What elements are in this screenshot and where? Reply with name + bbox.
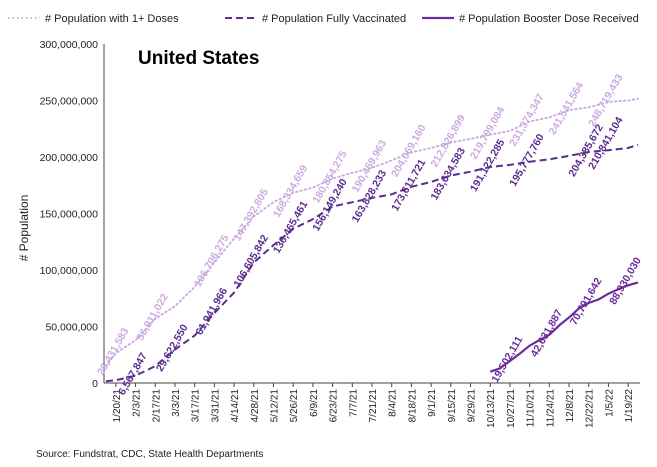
x-tick-label: 1/19/22 [624, 389, 635, 423]
x-tick-label: 1/5/22 [604, 389, 615, 417]
y-tick-label: 100,000,000 [40, 265, 99, 277]
x-tick-label: 12/22/21 [585, 389, 596, 428]
x-tick-label: 7/7/21 [348, 389, 359, 417]
x-tick-label: 6/23/21 [329, 389, 340, 423]
x-tick-label: 10/13/21 [486, 389, 497, 428]
x-tick-label: 8/4/21 [388, 389, 399, 417]
legend-label-1: # Population with 1+ Doses [45, 13, 179, 25]
x-tick-label: 11/24/21 [545, 389, 556, 428]
x-tick-label: 2/17/21 [151, 389, 162, 423]
y-axis-title: # Population [17, 195, 31, 262]
x-tick-label: 4/14/21 [230, 389, 241, 423]
series-line-3 [489, 281, 639, 373]
data-label: 106,706,275 [192, 233, 232, 290]
x-tick-label: 1/20/21 [112, 389, 123, 423]
data-label: 147,392,805 [231, 187, 271, 244]
y-axis: 0 50,000,000 100,000,000 150,000,000 200,000… [40, 39, 105, 390]
data-label: 42,631,887 [528, 307, 565, 359]
x-tick-label: 8/18/21 [407, 389, 418, 423]
series-line-2 [105, 143, 639, 383]
x-axis: 1/20/21 2/3/21 2/17/21 3/3/21 3/17/21 3/31/21… [104, 382, 640, 428]
x-tick-label: 7/21/21 [368, 389, 379, 423]
data-label: 88,930,030 [607, 255, 644, 307]
y-tick-label: 300,000,000 [40, 39, 99, 51]
data-label: 56,911,022 [134, 292, 170, 343]
x-tick-label: 5/26/21 [289, 389, 300, 423]
legend-label-3: # Population Booster Dose Received [459, 13, 639, 25]
y-tick-label: 150,000,000 [40, 209, 99, 221]
x-tick-label: 11/10/21 [526, 389, 537, 428]
x-tick-label: 2/3/21 [132, 389, 143, 417]
x-tick-label: 12/8/21 [565, 389, 576, 423]
data-label: 19,502,111 [489, 334, 525, 385]
x-tick-label: 4/28/21 [250, 389, 261, 423]
x-tick-label: 10/27/21 [506, 389, 517, 428]
chart-title: United States [138, 48, 259, 69]
x-tick-label: 9/29/21 [467, 389, 478, 423]
legend: # Population with 1+ Doses # Population F… [8, 13, 639, 25]
x-tick-label: 9/15/21 [447, 389, 458, 423]
x-tick-label: 3/17/21 [191, 389, 202, 423]
x-tick-label: 3/31/21 [210, 389, 221, 423]
legend-label-2: # Population Fully Vaccinated [262, 13, 406, 25]
data-label: 70,791,642 [568, 276, 605, 328]
x-tick-label: 5/12/21 [269, 389, 280, 423]
x-tick-label: 6/9/21 [309, 389, 320, 417]
data-label: 26,431,583 [95, 326, 132, 378]
source-note: Source: Fundstrat, CDC, State Health Dep… [36, 449, 263, 460]
y-tick-label: 250,000,000 [40, 96, 99, 108]
series-lines [105, 97, 639, 383]
x-tick-label: 9/1/21 [427, 389, 438, 417]
data-label: 61,941,966 [193, 286, 230, 338]
y-tick-label: 200,000,000 [40, 152, 99, 164]
y-tick-label: 50,000,000 [45, 322, 98, 334]
data-label: 29,622,550 [154, 322, 191, 374]
x-tick-label: 3/3/21 [171, 389, 182, 417]
y-tick-label: 0 [92, 378, 98, 390]
series-line-1 [105, 97, 639, 367]
